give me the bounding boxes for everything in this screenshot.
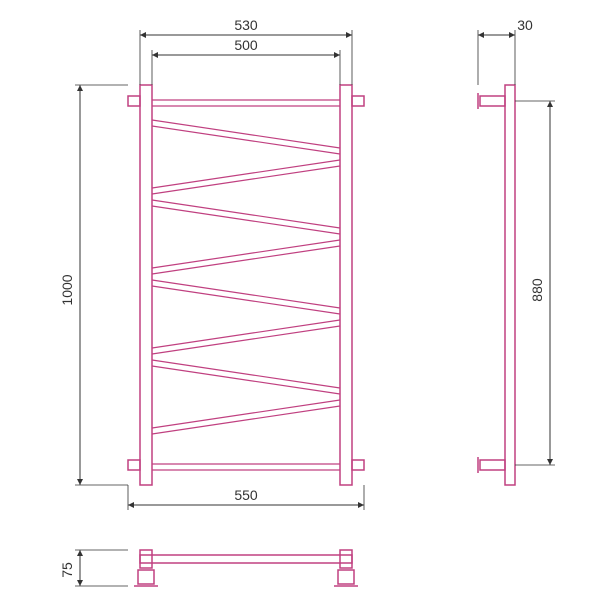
side-rail: [505, 85, 515, 485]
dim-label-bottom: 550: [234, 487, 258, 503]
dim-label-top-outer: 530: [234, 17, 258, 33]
left-rail: [140, 85, 152, 485]
dim-side-top: 30: [478, 17, 533, 85]
dim-bottom: 550: [128, 485, 364, 510]
technical-drawing: 530 500 550 1000: [0, 0, 600, 600]
side-view: 30 880: [478, 17, 555, 485]
dim-top-inner: 500: [152, 37, 340, 85]
dim-label-left: 1000: [59, 274, 75, 305]
dim-topview-left: 75: [59, 550, 128, 586]
top-view: 75: [59, 550, 358, 586]
dim-label-topview: 75: [59, 562, 75, 578]
topview-mount-left: [138, 570, 154, 584]
dim-label-side-right: 880: [529, 278, 545, 302]
front-view: 530 500 550 1000: [59, 17, 364, 510]
topview-mount-right: [338, 570, 354, 584]
dim-left: 1000: [59, 85, 128, 485]
side-mount-bottom: [480, 460, 505, 470]
side-mount-top: [480, 96, 505, 106]
topview-bar: [140, 555, 352, 563]
zigzag-rungs: [152, 120, 340, 434]
dim-side-right: 880: [515, 101, 555, 465]
dim-label-side-top: 30: [517, 17, 533, 33]
dim-label-top-inner: 500: [234, 37, 258, 53]
right-rail: [340, 85, 352, 485]
